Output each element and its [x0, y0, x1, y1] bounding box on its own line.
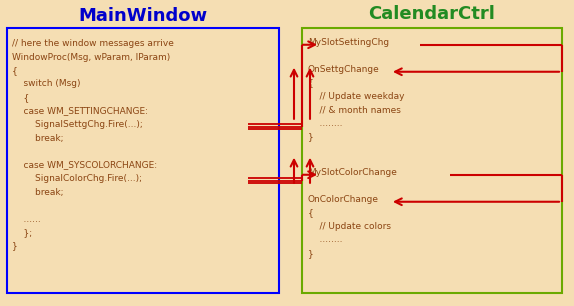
Bar — [302, 28, 562, 293]
Text: MySlotSettingChg: MySlotSettingChg — [308, 38, 389, 47]
Text: {: { — [12, 66, 18, 75]
Text: OnColorChange: OnColorChange — [308, 195, 379, 204]
Text: {: { — [12, 93, 29, 102]
Text: case WM_SETTINGCHANGE:: case WM_SETTINGCHANGE: — [12, 106, 148, 115]
Text: // here the window messages arrive: // here the window messages arrive — [12, 39, 174, 48]
Text: // & month names: // & month names — [308, 106, 401, 114]
Text: }: } — [12, 241, 18, 251]
Text: switch (Msg): switch (Msg) — [12, 80, 80, 88]
Text: ........: ........ — [308, 236, 343, 244]
Text: ........: ........ — [308, 119, 343, 128]
Text: };: }; — [12, 228, 32, 237]
Text: }: } — [308, 249, 314, 258]
Text: break;: break; — [12, 188, 64, 196]
Text: MySlotColorChange: MySlotColorChange — [308, 168, 397, 177]
Text: WindowProc(Msg, wParam, lParam): WindowProc(Msg, wParam, lParam) — [12, 53, 170, 62]
Text: SignalSettgChg.Fire(...);: SignalSettgChg.Fire(...); — [12, 120, 143, 129]
Text: // Update weekday: // Update weekday — [308, 92, 405, 101]
Text: break;: break; — [12, 133, 64, 143]
Bar — [7, 28, 279, 293]
Text: {: { — [308, 79, 314, 88]
Text: MainWindow: MainWindow — [79, 7, 208, 25]
Text: // Update colors: // Update colors — [308, 222, 391, 231]
Text: CalendarCtrl: CalendarCtrl — [369, 5, 495, 23]
Text: {: { — [308, 208, 314, 218]
Text: }: } — [308, 132, 314, 141]
Text: case WM_SYSCOLORCHANGE:: case WM_SYSCOLORCHANGE: — [12, 161, 157, 170]
Text: ......: ...... — [12, 215, 41, 223]
Text: SignalColorChg.Fire(...);: SignalColorChg.Fire(...); — [12, 174, 142, 183]
Text: OnSettgChange: OnSettgChange — [308, 65, 380, 74]
